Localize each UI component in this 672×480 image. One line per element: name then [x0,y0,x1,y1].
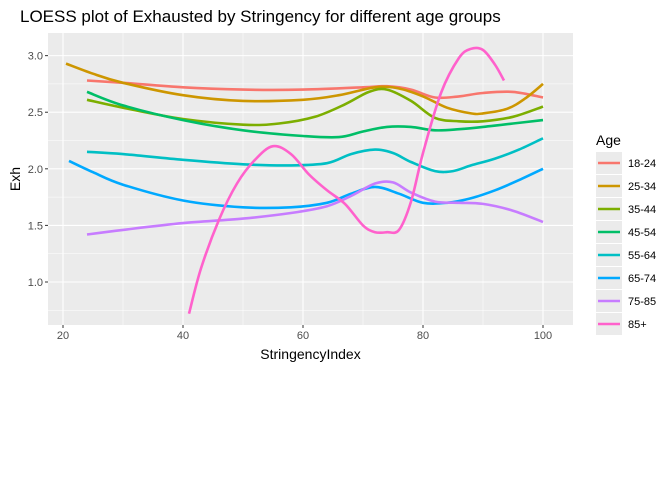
x-tick-label: 80 [417,330,429,342]
y-tick-label: 1.0 [28,277,43,289]
x-axis-title: StringencyIndex [260,346,360,362]
legend-label: 55-64 [628,250,656,262]
series-line-75-85 [86,180,544,236]
legend-label: 35-44 [628,204,656,216]
y-tick-label: 3.0 [28,51,43,63]
x-tick-label: 40 [177,330,189,342]
legend-title: Age [596,132,621,148]
legend-label: 18-24 [628,158,656,170]
series-line-35-44 [86,87,544,127]
legend: Age 18-24 25-34 35-44 45-54 55-64 65-74 75-85 8… [596,132,656,335]
legend-label: 45-54 [628,227,656,239]
y-tick-label: 1.5 [28,220,43,232]
series-line-45-54 [86,90,544,139]
x-axis: 20 40 60 80 100 [57,325,552,342]
legend-label: 85+ [628,319,647,331]
y-tick-label: 2.0 [28,164,43,176]
x-tick-label: 20 [57,330,69,342]
grid-major [48,33,573,325]
x-tick-label: 60 [297,330,309,342]
series-line-55-64 [86,137,544,174]
y-tick-label: 2.5 [28,107,43,119]
y-axis: 1.0 1.5 2.0 2.5 3.0 [28,51,48,289]
series-line-25-34 [65,62,544,116]
grid-minor [48,33,573,325]
chart-title: LOESS plot of Exhausted by Stringency fo… [20,7,501,26]
legend-label: 25-34 [628,181,656,193]
x-tick-label: 100 [534,330,552,342]
plot-panel [48,33,573,325]
series-line-85+ [187,46,506,315]
legend-label: 65-74 [628,273,656,285]
series-lines [65,46,544,315]
legend-label: 75-85 [628,296,656,308]
y-axis-title: Exh [7,167,23,191]
